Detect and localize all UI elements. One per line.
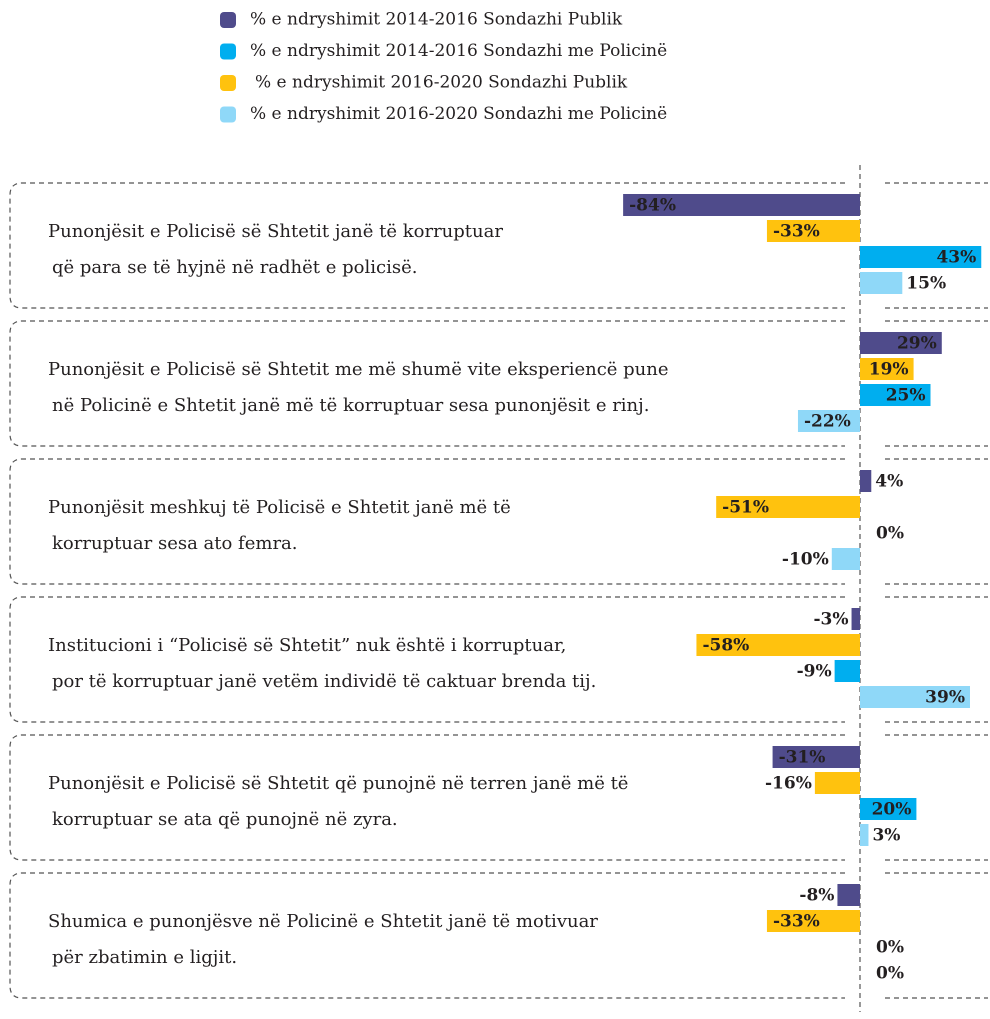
value-label: 39% [925,688,965,708]
category-label: në Policinë e Shtetit janë më të korrupt… [52,395,649,416]
value-label: 3% [872,826,900,846]
legend-swatch [220,12,236,28]
bar [797,410,860,432]
value-label: 19% [869,360,909,380]
bar [860,824,869,846]
value-label: -84% [629,196,676,216]
bar [772,746,860,768]
bar [860,686,970,708]
value-label: 4% [875,472,903,492]
value-label: -58% [702,636,749,656]
group-box [9,182,845,309]
value-label: -9% [797,662,832,682]
value-label: -33% [773,222,820,242]
category-label: Punonjësit e Policisë së Shtetit janë të… [48,221,503,242]
bar [831,548,860,570]
bar [851,608,860,630]
group-box [9,872,845,999]
legend-label: % e ndryshimit 2016-2020 Sondazhi Publik [255,73,628,93]
value-label: 0% [876,524,904,544]
bar [860,272,903,294]
category-label: por të korruptuar janë vetëm individë të… [52,671,596,692]
value-label: -10% [782,550,829,570]
bar [766,220,860,242]
legend-label: % e ndryshimit 2016-2020 Sondazhi me Pol… [250,104,667,124]
bar [814,772,860,794]
value-label: 20% [872,800,912,820]
value-label: -31% [779,748,826,768]
legend-swatch [220,75,236,91]
bar [860,332,942,354]
bar [860,798,917,820]
value-label: -22% [804,412,851,432]
bar [837,884,860,906]
bar [623,194,860,216]
value-label: 43% [936,248,976,268]
group-box [9,734,845,861]
bar [696,634,860,656]
category-label: Institucioni i “Policisë së Shtetit” nuk… [48,635,566,656]
category-label: Punonjësit e Policisë së Shtetit që puno… [48,773,628,794]
value-label: 15% [906,274,946,294]
bar [834,660,860,682]
value-label: -3% [813,610,848,630]
bar [860,246,982,268]
legend-swatch [220,43,236,60]
bar [860,358,914,380]
group-box [9,596,845,723]
category-label: që para se të hyjnë në radhët e policisë… [52,257,417,278]
value-label: -8% [799,886,834,906]
value-label: 0% [876,964,904,984]
group-box [9,320,845,447]
category-label: për zbatimin e ligjit. [52,947,237,968]
value-label: 29% [897,334,937,354]
value-label: -33% [773,912,820,932]
bar [716,496,860,518]
category-label: Punonjësit meshkuj të Policisë e Shtetit… [48,497,511,518]
value-label: 0% [876,938,904,958]
legend-label: % e ndryshimit 2014-2016 Sondazhi Publik [250,10,623,30]
value-label: 25% [886,386,926,406]
bar [860,470,872,492]
legend-label: % e ndryshimit 2014-2016 Sondazhi me Pol… [250,41,667,61]
value-label: -16% [765,774,812,794]
bar [766,910,860,932]
legend-swatch [220,106,236,123]
category-label: Punonjësit e Policisë së Shtetit me më s… [48,359,669,380]
category-label: korruptuar sesa ato femra. [52,533,298,554]
bar [860,384,931,406]
category-label: korruptuar se ata që punojnë në zyra. [52,809,398,830]
group-box [9,458,845,585]
value-label: -51% [722,498,769,518]
category-label: Shumica e punonjësve në Policinë e Shtet… [48,911,598,932]
